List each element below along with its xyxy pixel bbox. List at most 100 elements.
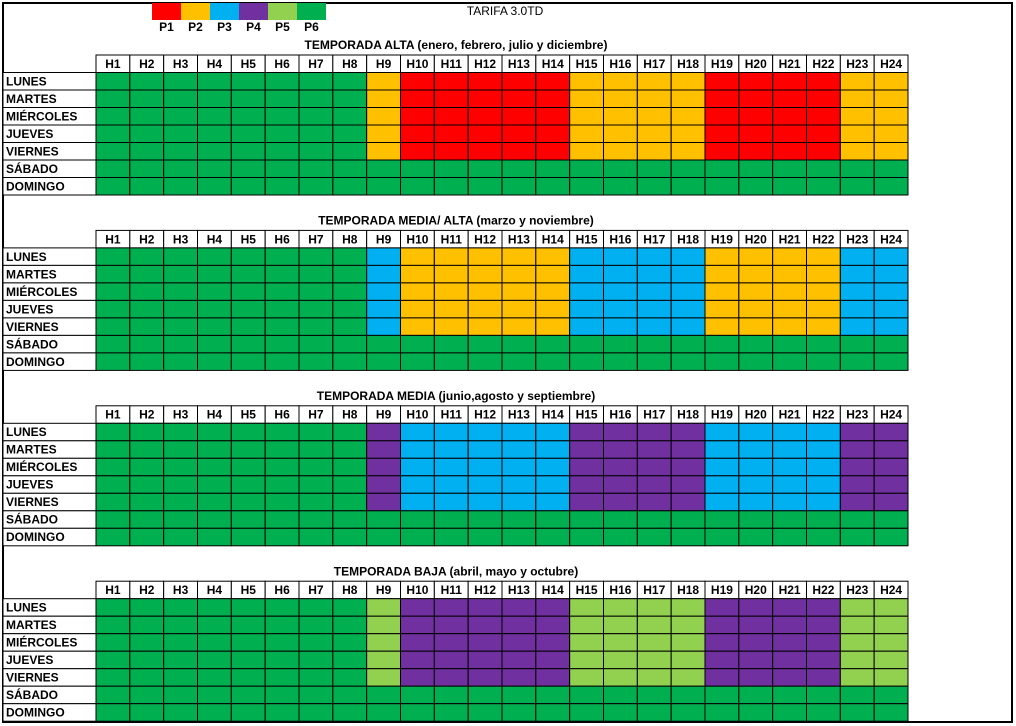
period-cell bbox=[806, 492, 841, 512]
period-cell bbox=[806, 72, 841, 91]
period-cell bbox=[467, 633, 503, 652]
hour-header: H7 bbox=[308, 232, 324, 246]
period-cell bbox=[569, 422, 605, 442]
period-cell bbox=[230, 317, 266, 336]
period-cell bbox=[467, 510, 503, 529]
hour-header: H22 bbox=[812, 57, 834, 71]
period-cell bbox=[95, 264, 131, 284]
period-cell bbox=[501, 440, 537, 459]
period-cell bbox=[704, 352, 740, 371]
period-cell bbox=[873, 685, 909, 705]
period-cell bbox=[264, 264, 300, 284]
period-cell bbox=[501, 89, 537, 108]
period-cell bbox=[467, 527, 503, 547]
period-cell bbox=[298, 72, 334, 91]
period-cell bbox=[772, 317, 808, 336]
hour-header: H9 bbox=[376, 408, 392, 422]
period-cell bbox=[366, 615, 401, 635]
period-cell bbox=[501, 527, 537, 547]
period-cell bbox=[738, 440, 774, 459]
period-cell bbox=[163, 177, 199, 196]
period-cell bbox=[95, 650, 131, 670]
period-cell bbox=[400, 650, 435, 670]
period-cell bbox=[400, 89, 435, 108]
period-cell bbox=[433, 177, 469, 196]
period-cell bbox=[738, 457, 774, 477]
day-label: VIERNES bbox=[6, 320, 59, 334]
period-cell bbox=[569, 317, 605, 336]
period-cell bbox=[95, 527, 131, 547]
period-cell bbox=[332, 124, 368, 143]
period-cell bbox=[298, 457, 334, 477]
period-cell bbox=[839, 159, 875, 178]
period-cell bbox=[535, 510, 571, 529]
period-cell bbox=[501, 633, 537, 652]
period-cell bbox=[670, 633, 706, 652]
period-cell bbox=[806, 510, 841, 529]
period-cell bbox=[433, 72, 469, 91]
period-cell bbox=[95, 247, 131, 266]
period-cell bbox=[603, 668, 638, 687]
period-cell bbox=[704, 527, 740, 547]
period-cell bbox=[501, 264, 537, 284]
period-cell bbox=[670, 703, 706, 722]
hour-header: H5 bbox=[241, 583, 257, 597]
period-cell bbox=[230, 282, 266, 301]
hour-header: H16 bbox=[609, 57, 631, 71]
period-cell bbox=[873, 317, 909, 336]
period-cell bbox=[230, 440, 266, 459]
period-cell bbox=[433, 685, 469, 705]
period-cell bbox=[366, 685, 401, 705]
day-label: LUNES bbox=[6, 425, 47, 439]
period-cell bbox=[163, 492, 199, 512]
period-cell bbox=[839, 334, 875, 354]
period-cell bbox=[704, 598, 740, 617]
period-cell bbox=[501, 177, 537, 196]
period-cell bbox=[129, 650, 165, 670]
period-cell bbox=[535, 527, 571, 547]
period-cell bbox=[197, 475, 232, 494]
period-cell bbox=[603, 475, 638, 494]
period-cell bbox=[230, 177, 266, 196]
period-cell bbox=[332, 615, 368, 635]
period-cell bbox=[873, 457, 909, 477]
period-cell bbox=[873, 334, 909, 354]
period-cell bbox=[129, 299, 165, 319]
period-cell bbox=[197, 317, 232, 336]
period-cell bbox=[298, 247, 334, 266]
period-cell bbox=[535, 89, 571, 108]
period-cell bbox=[197, 457, 232, 477]
period-cell bbox=[603, 334, 638, 354]
period-cell bbox=[501, 247, 537, 266]
day-label: LUNES bbox=[6, 74, 47, 88]
period-cell bbox=[264, 177, 300, 196]
period-cell bbox=[772, 615, 808, 635]
period-cell bbox=[400, 317, 435, 336]
period-cell bbox=[535, 422, 571, 442]
period-cell bbox=[569, 72, 605, 91]
hour-header: H17 bbox=[643, 57, 665, 71]
period-cell bbox=[806, 633, 841, 652]
period-cell bbox=[839, 317, 875, 336]
period-cell bbox=[400, 247, 435, 266]
period-cell bbox=[738, 352, 774, 371]
period-cell bbox=[467, 440, 503, 459]
hour-header: H7 bbox=[308, 57, 324, 71]
period-cell bbox=[197, 633, 232, 652]
period-cell bbox=[636, 334, 672, 354]
period-cell bbox=[197, 89, 232, 108]
period-cell bbox=[264, 352, 300, 371]
period-cell bbox=[839, 633, 875, 652]
period-cell bbox=[772, 247, 808, 266]
hour-header: H8 bbox=[342, 57, 358, 71]
period-cell bbox=[569, 685, 605, 705]
period-cell bbox=[738, 334, 774, 354]
period-cell bbox=[636, 177, 672, 196]
period-cell bbox=[163, 89, 199, 108]
period-cell bbox=[839, 475, 875, 494]
period-cell bbox=[400, 492, 435, 512]
period-cell bbox=[467, 492, 503, 512]
period-cell bbox=[670, 107, 706, 126]
period-cell bbox=[332, 685, 368, 705]
period-cell bbox=[298, 352, 334, 371]
